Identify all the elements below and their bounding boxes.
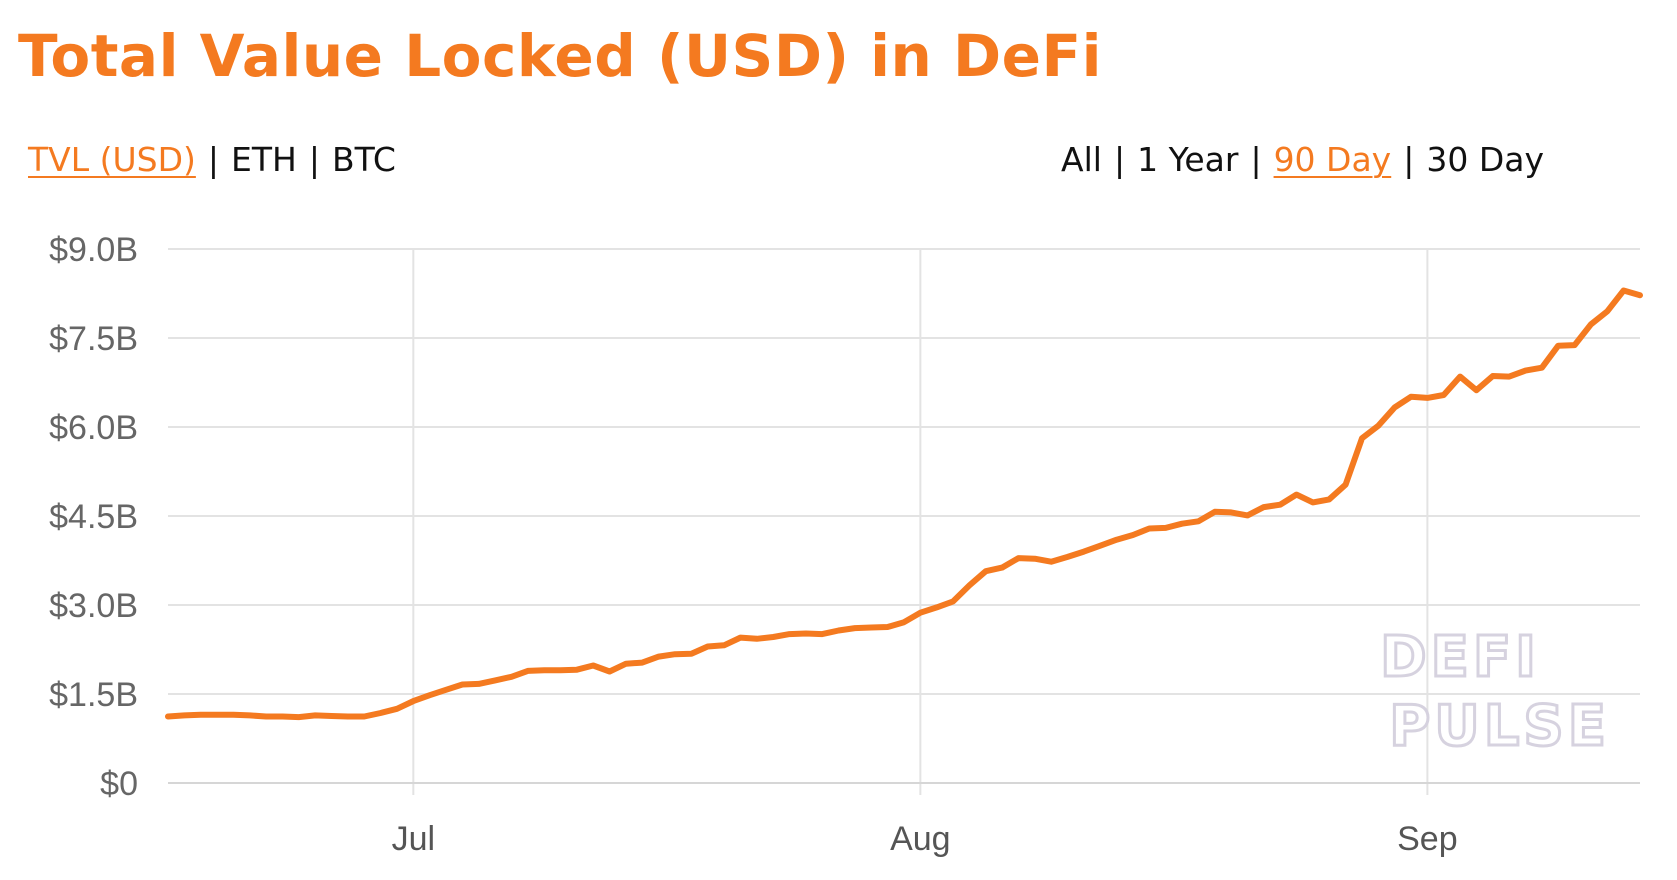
watermark-line-2: PULSE <box>1389 694 1610 759</box>
range-option-30-day[interactable]: 30 Day <box>1426 140 1544 179</box>
y-tick-label: $0 <box>100 765 138 803</box>
x-axis: Jul Aug Sep <box>168 782 1640 858</box>
range-option-all[interactable]: All <box>1061 140 1102 179</box>
separator: | <box>207 140 219 179</box>
x-tick-label: Sep <box>1397 820 1458 858</box>
separator: | <box>308 140 320 179</box>
unit-option-eth[interactable]: ETH <box>231 140 297 179</box>
range-option-90-day[interactable]: 90 Day <box>1273 140 1392 179</box>
y-tick-label: $6.0B <box>49 409 138 447</box>
unit-option-tvl-usd[interactable]: TVL (USD) <box>28 140 196 179</box>
y-axis: $0 $1.5B $3.0B $4.5B $6.0B $7.5B $9.0B <box>49 231 138 803</box>
series-line-tvl <box>165 287 1643 721</box>
separator: | <box>1403 140 1415 179</box>
y-tick-label: $4.5B <box>49 498 138 536</box>
separator: | <box>1113 140 1126 179</box>
defi-pulse-watermark: DEFI PULSE <box>1379 624 1610 761</box>
unit-toggle-group: TVL (USD) | ETH | BTC <box>28 140 396 179</box>
x-tick-label: Jul <box>392 820 435 858</box>
y-tick-label: $9.0B <box>49 231 138 269</box>
unit-option-btc[interactable]: BTC <box>331 140 396 179</box>
separator: | <box>1250 140 1262 179</box>
y-tick-label: $3.0B <box>49 587 138 625</box>
watermark-line-1: DEFI <box>1380 625 1540 690</box>
series-layer <box>165 287 1643 721</box>
y-tick-label: $7.5B <box>49 320 138 358</box>
range-toggle-group: All | 1 Year | 90 Day | 30 Day <box>1061 140 1544 179</box>
range-option-1-year[interactable]: 1 Year <box>1137 140 1239 179</box>
chart-title: Total Value Locked (USD) in DeFi <box>18 22 1103 90</box>
y-tick-label: $1.5B <box>49 676 138 714</box>
x-tick-label: Aug <box>890 820 951 858</box>
